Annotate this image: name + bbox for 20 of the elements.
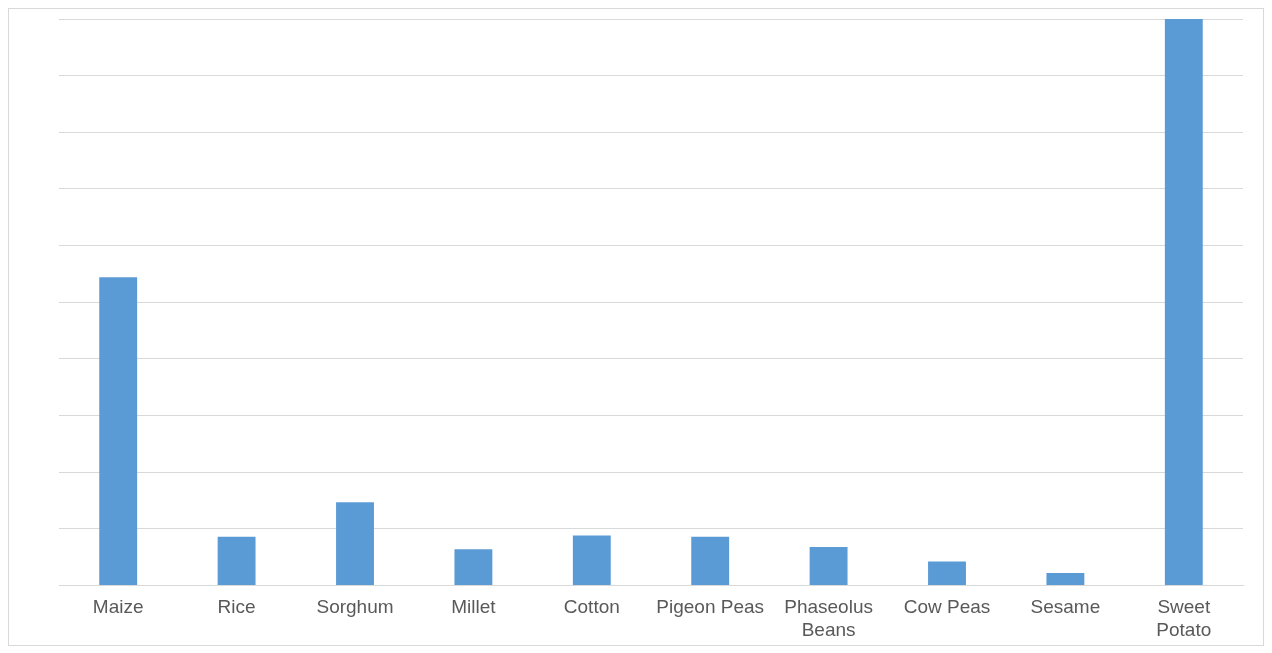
bar <box>217 536 256 585</box>
x-tick-label: Cotton <box>563 596 620 618</box>
bar <box>691 536 730 585</box>
bar <box>572 535 611 585</box>
x-tick-label: Sesame <box>1030 596 1101 618</box>
x-tick-label: Millet <box>451 596 497 618</box>
bar <box>809 546 848 585</box>
x-tick-label: Sweet Potato <box>1156 596 1212 640</box>
bar <box>1164 19 1203 585</box>
bar <box>336 502 374 585</box>
x-tick-label: Pigeon Peas <box>656 596 765 618</box>
x-tick-label: Phaseolus Beans <box>784 596 873 640</box>
bar <box>99 277 138 585</box>
bar <box>1046 572 1085 585</box>
x-tick-label: Rice <box>217 596 256 618</box>
bar <box>928 561 966 585</box>
bar <box>454 549 493 585</box>
x-tick-label: Sorghum <box>316 596 394 618</box>
x-tick-label: Maize <box>92 596 144 618</box>
x-tick-label: Cow Peas <box>903 596 991 618</box>
